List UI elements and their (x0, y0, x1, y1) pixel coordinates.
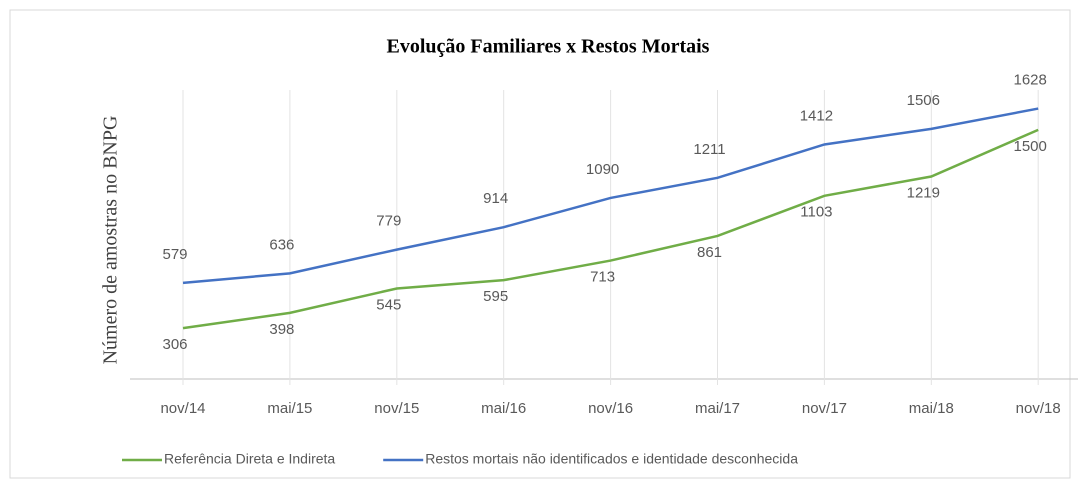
x-tick-label: nov/15 (374, 400, 419, 417)
x-tick-label: mai/15 (267, 400, 312, 417)
data-label: 306 (162, 336, 187, 353)
data-label: 1090 (586, 161, 619, 178)
data-label: 1506 (907, 92, 940, 109)
data-label: 1211 (693, 141, 725, 158)
x-tick-label: mai/17 (695, 400, 740, 417)
data-label: 861 (697, 244, 722, 261)
legend-label: Referência Direta e Indireta (164, 451, 335, 467)
legend-label: Restos mortais não identificados e ident… (425, 451, 798, 467)
series-line (182, 128, 1039, 330)
data-label: 914 (483, 190, 508, 207)
data-label: 713 (590, 269, 615, 286)
data-label: 579 (162, 246, 187, 263)
series-line (182, 107, 1039, 285)
y-axis-label: Número de amostras no BNPG (100, 116, 122, 365)
x-tick-label: nov/17 (802, 400, 847, 417)
x-tick-label: nov/18 (1016, 400, 1061, 417)
x-tick-label: mai/18 (909, 400, 954, 417)
data-label: 1219 (907, 184, 940, 201)
x-tick-label: nov/14 (160, 400, 205, 417)
data-label: 545 (376, 296, 401, 313)
data-label: 1500 (1014, 138, 1047, 155)
data-label: 1412 (800, 107, 833, 124)
data-label: 636 (269, 236, 294, 253)
data-label: 398 (269, 321, 294, 338)
data-label: 1103 (800, 204, 832, 221)
data-label: 1628 (1014, 72, 1047, 89)
chart-frame (9, 9, 1071, 479)
x-tick-label: nov/16 (588, 400, 633, 417)
data-label: 779 (376, 213, 401, 230)
chart-title: Evolução Familiares x Restos Mortais (387, 36, 710, 58)
data-label: 595 (483, 288, 508, 305)
x-tick-label: mai/16 (481, 400, 526, 417)
